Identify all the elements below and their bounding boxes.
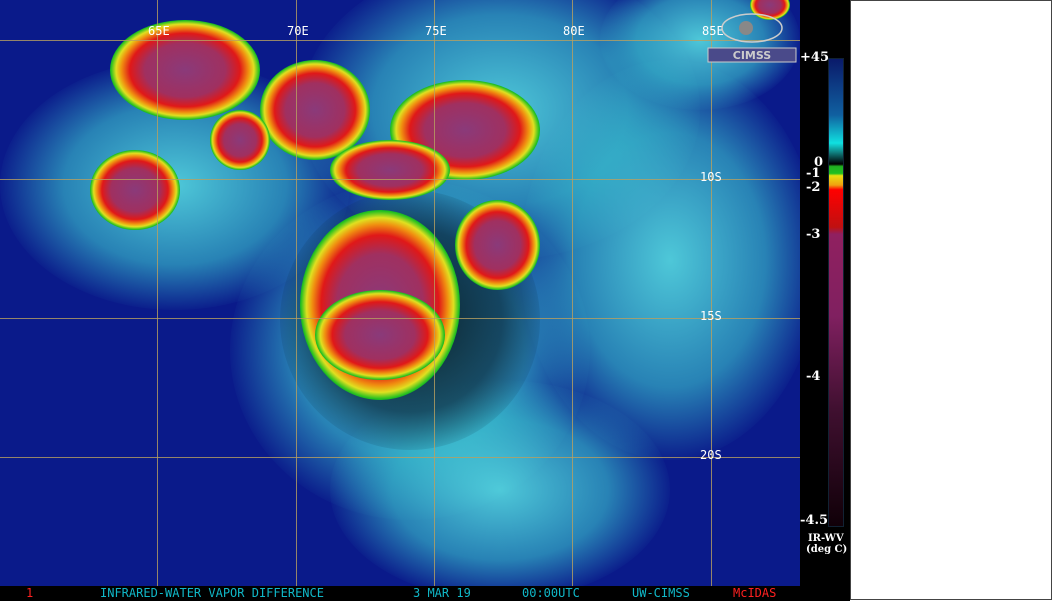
parallel-5s (0, 40, 800, 41)
source: UW-CIMSS (632, 586, 690, 600)
satellite-image: 65E 70E 75E 80E 85E 10S 15S 20S CIMSS (0, 0, 800, 586)
meridian-75e (434, 0, 435, 586)
colorbar-label: +45 (800, 50, 829, 65)
blank-panel (850, 0, 1052, 600)
lat-label: 15S (700, 309, 722, 323)
meridian-65e (157, 0, 158, 586)
parallel-20s (0, 457, 800, 458)
product-name: INFRARED-WATER VAPOR DIFFERENCE (100, 586, 324, 600)
lon-label: 85E (702, 24, 724, 38)
colorbar-label: 0 (814, 155, 824, 170)
colorbar-label: -4 (806, 369, 821, 384)
meridian-85e (711, 0, 712, 586)
cimss-logo: CIMSS (707, 13, 797, 63)
svg-text:CIMSS: CIMSS (733, 49, 772, 62)
software: McIDAS (733, 586, 777, 600)
meridian-80e (572, 0, 573, 586)
colorbar-label: -2 (806, 180, 821, 195)
colorbar (828, 58, 844, 527)
lat-label: 20S (700, 448, 722, 462)
lon-label: 65E (148, 24, 170, 38)
lon-label: 80E (563, 24, 585, 38)
lon-label: 70E (287, 24, 309, 38)
meridian-70e (296, 0, 297, 586)
time: 00:00UTC (522, 586, 580, 600)
colorbar-unit: (deg C) (806, 544, 848, 555)
date: 3 MAR 19 (413, 586, 471, 600)
colorbar-label: -3 (806, 227, 821, 242)
frame-number: 1 (26, 586, 34, 600)
lon-label: 75E (425, 24, 447, 38)
footer-bar: 1 INFRARED-WATER VAPOR DIFFERENCE 3 MAR … (0, 586, 850, 601)
lat-label: 10S (700, 170, 722, 184)
colorbar-label: -4.5 (800, 513, 829, 528)
colorbar-label: -1 (806, 166, 821, 181)
parallel-15s (0, 318, 800, 319)
colorbar-unit: IR-WV (808, 533, 844, 544)
parallel-10s (0, 179, 800, 180)
